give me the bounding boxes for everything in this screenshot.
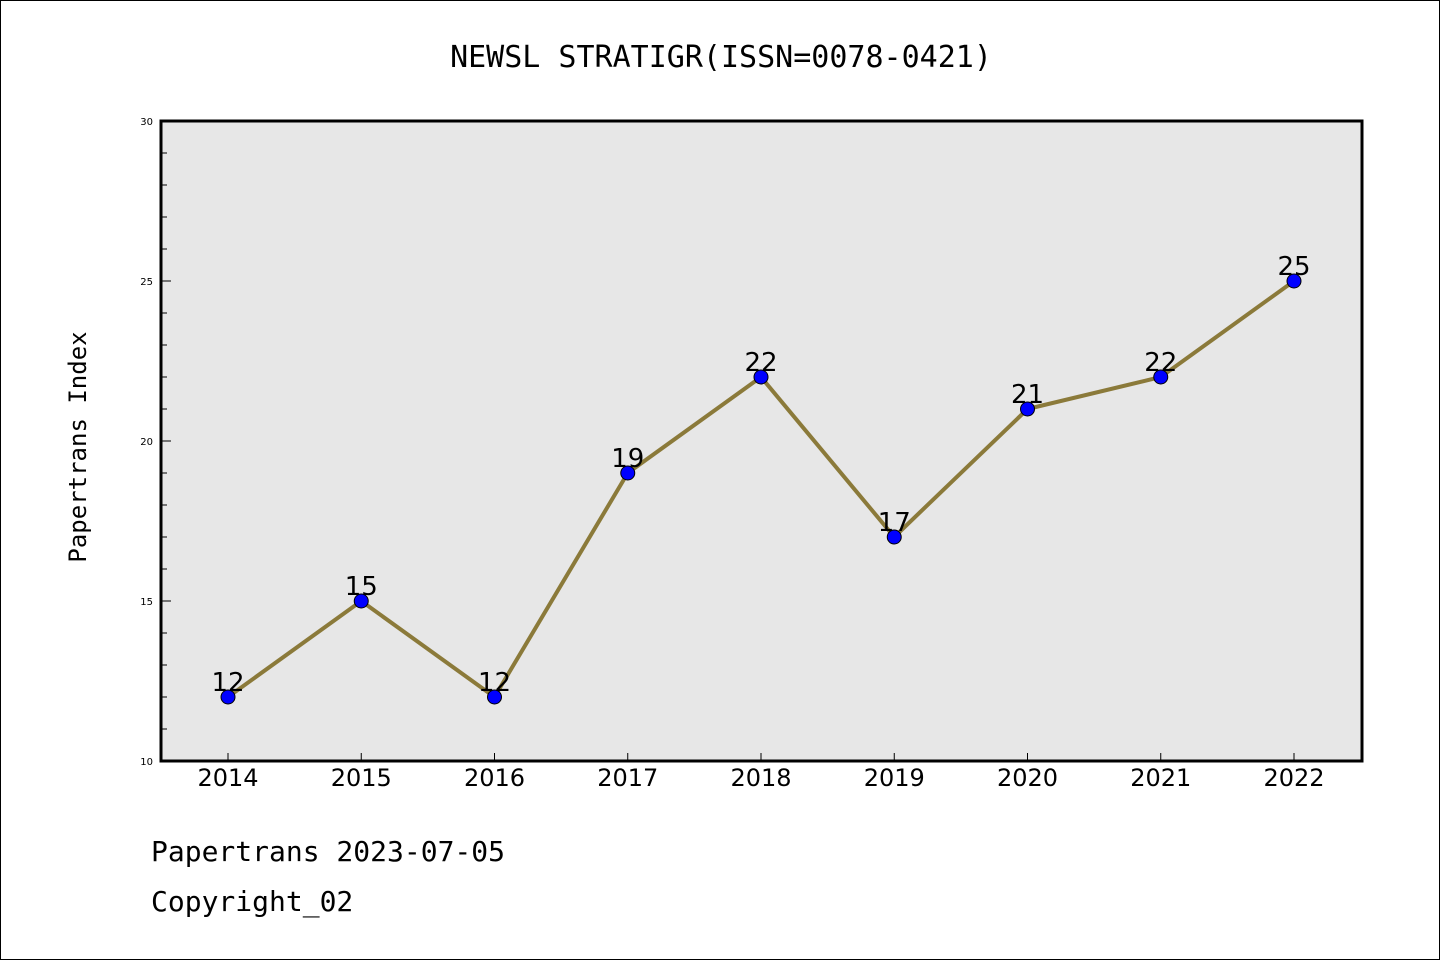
data-label: 15 — [345, 572, 378, 602]
y-axis: 10 15 20 25 30 — [140, 117, 171, 768]
y-tick-label: 25 — [140, 277, 153, 288]
data-label: 22 — [744, 348, 777, 378]
data-point — [220, 689, 236, 705]
x-tick-label: 2019 — [864, 764, 925, 792]
data-label: 21 — [1011, 380, 1044, 410]
x-tick-label: 2015 — [331, 764, 392, 792]
footer-date: Papertrans 2023-07-05 — [151, 835, 506, 868]
data-label: 22 — [1144, 348, 1177, 378]
y-tick-label: 10 — [140, 757, 153, 768]
data-label: 19 — [611, 444, 644, 474]
footer-copyright: Copyright_02 — [151, 885, 354, 918]
series-markers — [220, 273, 1302, 705]
x-tick-label: 2022 — [1263, 764, 1324, 792]
data-point — [353, 593, 369, 609]
y-axis-label: Papertrans Index — [64, 331, 92, 562]
data-point — [1153, 369, 1169, 385]
plot-area — [159, 119, 1364, 763]
data-label: 25 — [1277, 252, 1310, 282]
y-tick-label: 15 — [140, 597, 153, 608]
y-tick-label: 20 — [140, 437, 153, 448]
data-point — [620, 465, 636, 481]
data-label: 12 — [478, 668, 511, 698]
data-point — [1286, 273, 1302, 289]
x-tick-label: 2017 — [597, 764, 658, 792]
x-axis: 2014 2015 2016 2017 2018 2019 2020 2021 2022 — [197, 753, 1325, 792]
y-tick-label: 30 — [140, 117, 153, 128]
data-point — [753, 369, 769, 385]
data-point — [886, 529, 902, 545]
data-label: 17 — [878, 508, 911, 538]
data-label: 12 — [211, 668, 244, 698]
chart-title: NEWSL STRATIGR(ISSN=0078-0421) — [450, 40, 992, 75]
data-point — [487, 689, 502, 705]
x-tick-label: 2016 — [464, 764, 525, 792]
x-tick-label: 2021 — [1130, 764, 1191, 792]
data-labels: 12 15 12 19 22 17 21 22 25 — [211, 252, 1310, 698]
x-tick-label: 2014 — [197, 764, 258, 792]
data-point — [1020, 401, 1035, 417]
x-tick-label: 2018 — [730, 764, 791, 792]
x-tick-label: 2020 — [997, 764, 1058, 792]
